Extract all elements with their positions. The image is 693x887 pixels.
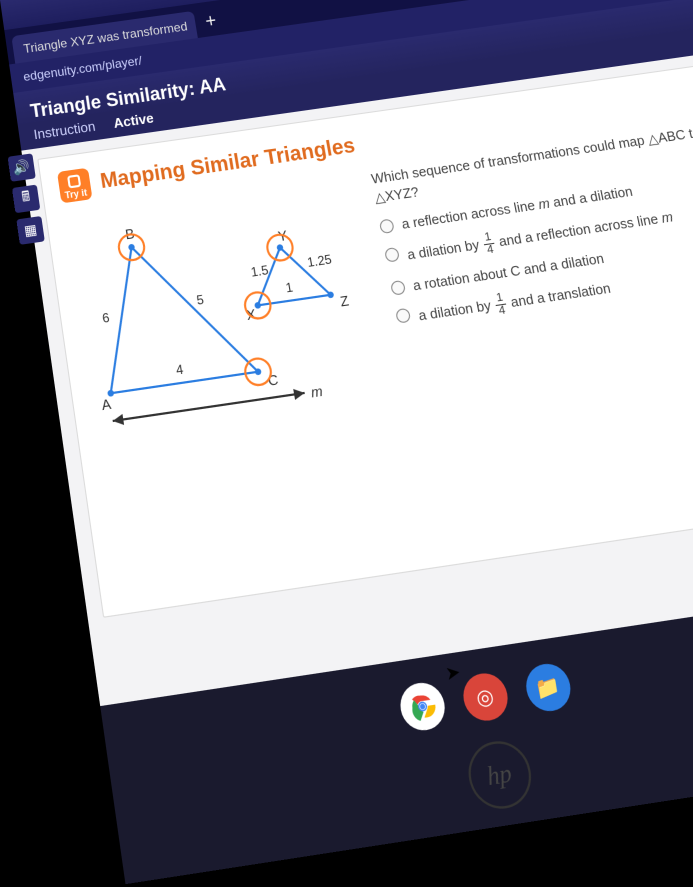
svg-text:A: A [101,396,113,414]
calculator-icon[interactable]: 🖩 [12,185,40,214]
svg-text:4: 4 [175,362,185,378]
radio-button[interactable] [384,246,400,262]
page-body: Triangle Similarity: AA Instruction Acti… [13,0,693,706]
app-icon[interactable]: ◎ [459,670,511,723]
files-icon[interactable]: 📁 [522,661,574,714]
lead-text-b: to [687,124,693,141]
nav-instruction[interactable]: Instruction [33,118,97,142]
svg-text:Z: Z [339,293,350,310]
radio-button[interactable] [395,307,411,323]
svg-text:m: m [310,383,324,401]
notes-icon[interactable]: ▦ [16,216,44,245]
audio-icon[interactable]: 🔊 [8,153,36,181]
tryit-label: Try it [64,187,88,201]
question: Which sequence of transformations could … [370,122,693,406]
svg-text:1.5: 1.5 [250,262,270,279]
radio-button[interactable] [390,279,406,295]
nav-active[interactable]: Active [112,110,154,131]
svg-text:X: X [245,306,257,323]
hp-logo: hp [463,737,536,813]
new-tab-button[interactable]: + [193,5,229,38]
content-card: Try it Mapping Similar Triangles ABC654X… [37,63,693,618]
svg-text:1.25: 1.25 [306,252,333,270]
lead-text-c: ? [410,184,420,201]
tryit-badge: Try it [57,168,93,204]
svg-text:6: 6 [101,310,110,326]
triangle-xyz: △XYZ [373,185,412,206]
svg-text:1: 1 [285,280,295,296]
radio-button[interactable] [379,219,395,235]
svg-text:5: 5 [196,292,206,308]
chrome-icon[interactable] [396,680,448,733]
diagram: ABC654XYZ1.51.251m [63,173,393,452]
triangle-abc: △ABC [646,126,687,147]
